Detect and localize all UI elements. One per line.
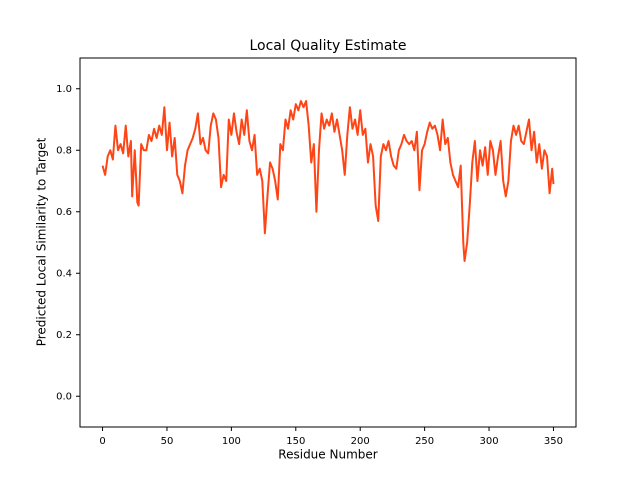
chart-title: Local Quality Estimate	[249, 38, 406, 54]
x-tick-label: 300	[479, 436, 498, 447]
y-tick-label: 0.4	[56, 268, 72, 279]
x-tick-label: 200	[351, 436, 370, 447]
x-tick-label: 350	[544, 436, 563, 447]
y-tick-label: 0.0	[56, 391, 72, 402]
plot-frame	[79, 57, 577, 428]
x-tick-label: 50	[161, 436, 174, 447]
x-tick-label: 100	[222, 436, 241, 447]
x-tick-label: 0	[99, 436, 105, 447]
x-tick-label: 150	[286, 436, 305, 447]
y-axis-label: Predicted Local Similarity to Target	[35, 137, 49, 346]
y-tick-label: 1.0	[56, 84, 72, 95]
x-axis-label: Residue Number	[278, 448, 377, 462]
data-line	[101, 100, 555, 262]
y-tick-label: 0.6	[56, 207, 72, 218]
y-tick-label: 0.8	[56, 145, 72, 156]
y-tick-label: 0.2	[56, 330, 72, 341]
x-tick-label: 250	[415, 436, 434, 447]
